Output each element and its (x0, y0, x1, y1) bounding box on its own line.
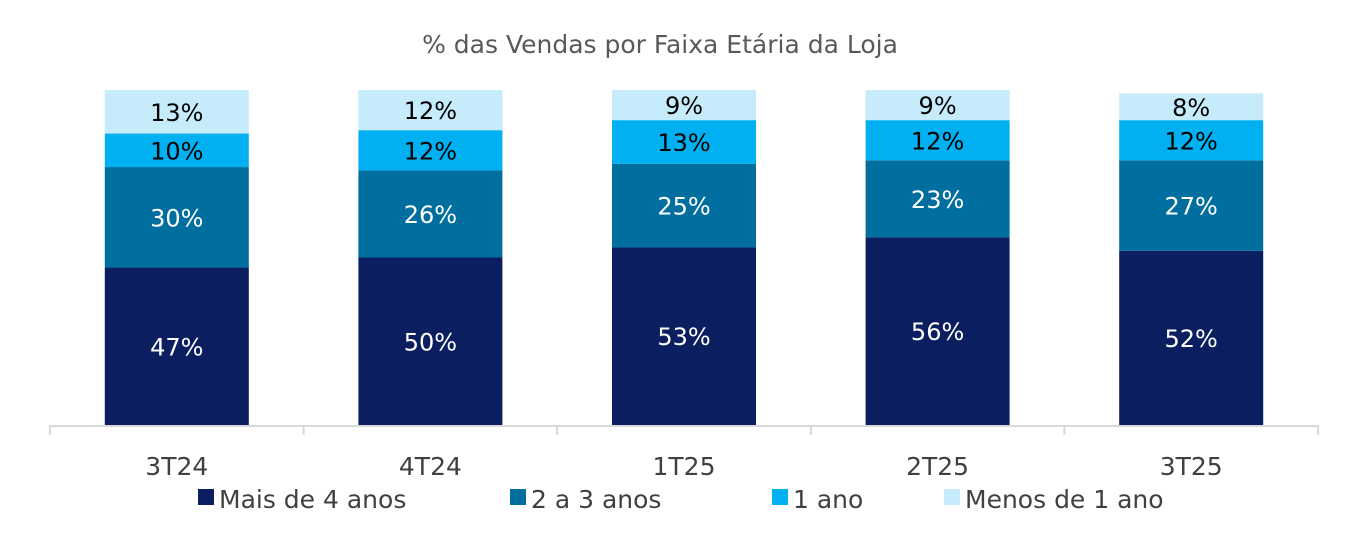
data-label: 12% (911, 127, 964, 155)
chart-title: % das Vendas por Faixa Etária da Loja (422, 30, 898, 59)
bar-segment (612, 163, 756, 248)
bar-segment (865, 90, 1010, 121)
bar-segment (612, 90, 756, 121)
data-label: 9% (919, 92, 957, 120)
bar-segment (104, 267, 249, 425)
legend-item: Mais de 4 anos (198, 485, 406, 514)
legend-item: 1 ano (772, 485, 863, 514)
bar-segment (104, 133, 249, 168)
x-tick-label: 4T24 (399, 452, 462, 481)
legend-swatch (198, 489, 214, 505)
data-label: 26% (404, 201, 457, 229)
bar-segment (865, 160, 1010, 238)
legend-swatch (944, 489, 960, 505)
bar-segment (865, 120, 1010, 161)
bar-segment (1119, 250, 1264, 425)
bar-segment (1119, 120, 1264, 161)
x-tick-label: 3T24 (145, 452, 208, 481)
data-label: 12% (404, 137, 457, 165)
bar-segment (1119, 93, 1264, 121)
bar-segment (104, 167, 249, 268)
data-label: 9% (665, 92, 703, 120)
legend-swatch (510, 489, 526, 505)
data-label: 10% (150, 137, 203, 165)
bar-segment (1119, 160, 1264, 251)
data-label: 8% (1172, 94, 1210, 122)
x-tick-label: 2T25 (906, 452, 969, 481)
data-label: 52% (1165, 325, 1218, 353)
bar-segment (358, 130, 503, 171)
bar-segment (612, 247, 756, 425)
legend-swatch (772, 489, 788, 505)
bar-segment (358, 170, 503, 258)
bar-segment (612, 120, 756, 164)
bar-segment (358, 90, 503, 131)
bar-segment (865, 237, 1010, 425)
legend-label: 2 a 3 anos (531, 485, 661, 514)
legend-item: 2 a 3 anos (510, 485, 661, 514)
x-tick-label: 3T25 (1160, 452, 1223, 481)
data-label: 13% (150, 99, 203, 127)
legend-label: Mais de 4 anos (219, 485, 406, 514)
x-tick-label: 1T25 (653, 452, 716, 481)
data-label: 25% (657, 193, 710, 221)
data-label: 50% (404, 328, 457, 356)
data-label: 12% (1165, 127, 1218, 155)
legend-label: 1 ano (793, 485, 863, 514)
data-label: 12% (404, 97, 457, 125)
legend-item: Menos de 1 ano (944, 485, 1164, 514)
data-label: 23% (911, 186, 964, 214)
data-label: 30% (150, 204, 203, 232)
data-label: 56% (911, 318, 964, 346)
data-label: 47% (150, 333, 203, 361)
data-label: 27% (1165, 193, 1218, 221)
legend-label: Menos de 1 ano (965, 485, 1164, 514)
data-label: 53% (657, 323, 710, 351)
data-label: 13% (657, 129, 710, 157)
bar-segment (104, 90, 249, 134)
bar-segment (358, 257, 503, 425)
